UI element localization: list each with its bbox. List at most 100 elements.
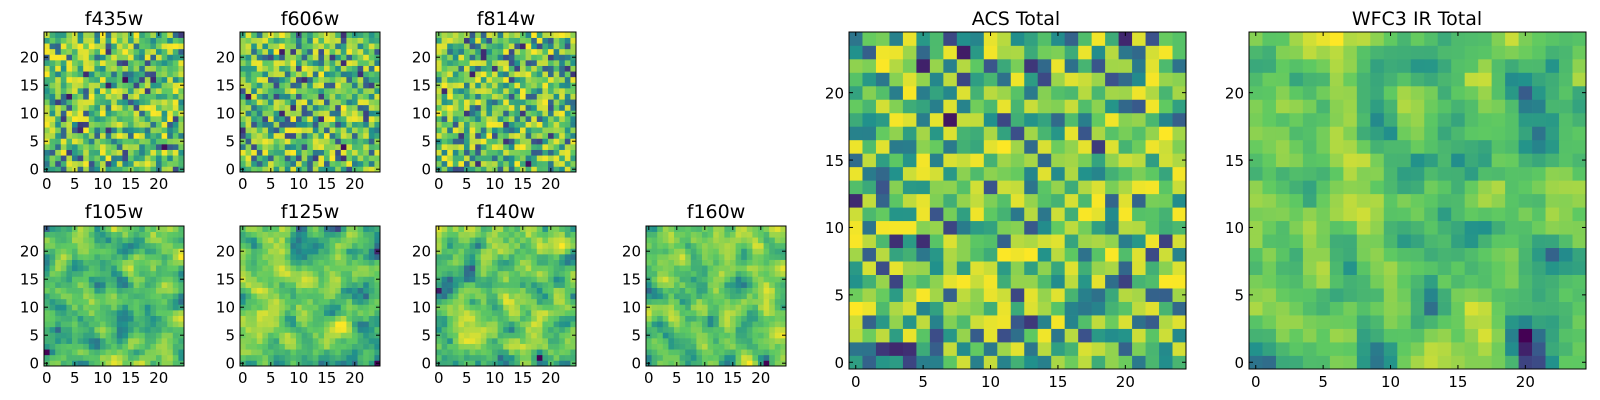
heatmap-cell (49, 354, 56, 361)
heatmap-cell (956, 207, 971, 222)
heatmap-cell (133, 338, 140, 344)
heatmap-cell (718, 343, 725, 350)
heatmap-cell (161, 332, 168, 339)
heatmap-cell (542, 99, 549, 106)
heatmap-cell (357, 54, 364, 61)
heatmap-cell (357, 265, 364, 272)
heatmap-cell (458, 349, 465, 356)
heatmap-cell (66, 270, 73, 277)
heatmap-cell (486, 127, 493, 134)
heatmap-cell (144, 276, 151, 283)
heatmap-cell (83, 99, 90, 106)
heatmap-cell (172, 265, 179, 272)
heatmap-cell (548, 65, 554, 72)
heatmap-cell (284, 37, 291, 44)
heatmap-cell (60, 282, 67, 288)
heatmap-cell (251, 270, 258, 277)
heatmap-cell (1159, 274, 1173, 289)
heatmap-cell (564, 76, 571, 83)
heatmap-cell (111, 144, 118, 150)
heatmap-cell (469, 37, 476, 44)
heatmap-cell (475, 88, 482, 94)
heatmap-cell (290, 304, 297, 311)
heatmap-cell (49, 71, 56, 78)
heatmap-cell (514, 310, 521, 316)
heatmap-cell (436, 265, 442, 272)
heatmap-cell (503, 248, 510, 255)
heatmap-cell (273, 276, 280, 283)
heatmap-cell (436, 127, 442, 134)
heatmap-cell (492, 293, 498, 300)
heatmap-cell (508, 304, 515, 311)
heatmap-cell (553, 259, 560, 266)
heatmap-cell (1159, 247, 1173, 262)
heatmap-cell (240, 93, 246, 100)
heatmap-cell (514, 32, 521, 38)
heatmap-cell (713, 248, 720, 255)
heatmap-cell (357, 293, 364, 300)
heatmap-cell (307, 231, 314, 238)
heatmap-cell (436, 259, 442, 266)
title-f140w: f140w (477, 201, 536, 223)
heatmap-cell (357, 43, 364, 50)
heatmap-cell (284, 71, 291, 78)
heatmap-cell (447, 242, 454, 249)
heatmap-cell (763, 332, 770, 339)
heatmap-cell (77, 54, 84, 61)
heatmap-cell (150, 104, 157, 111)
heatmap-cell (72, 127, 78, 134)
heatmap-cell (763, 231, 770, 238)
heatmap-cell (564, 65, 571, 72)
heatmap-cell (357, 82, 364, 89)
heatmap-cell (352, 88, 358, 94)
heatmap-cell (674, 354, 680, 361)
heatmap-cell (128, 254, 134, 260)
heatmap-cell (324, 43, 330, 50)
heatmap-cell (128, 282, 134, 288)
heatmap-cell (335, 259, 342, 266)
heatmap-cell (60, 248, 67, 255)
heatmap-cell (284, 60, 291, 66)
heatmap-cell (105, 293, 112, 300)
heatmap-cell (60, 54, 67, 61)
heatmap-cell (324, 160, 330, 167)
heatmap-cell (956, 247, 971, 262)
heatmap-cell (564, 104, 571, 111)
heatmap-cell (111, 298, 118, 305)
heatmap-cell (340, 298, 347, 305)
heatmap-cell (447, 138, 454, 145)
heatmap-cell (662, 248, 669, 255)
heatmap-cell (458, 321, 465, 328)
heatmap-cell (240, 265, 246, 272)
heatmap-cell (514, 160, 521, 167)
heatmap-cell (368, 287, 375, 294)
heatmap-cell (156, 48, 162, 55)
heatmap-cell (72, 354, 78, 361)
heatmap-cell (172, 270, 179, 277)
heatmap-cell (752, 321, 759, 328)
heatmap-cell (525, 160, 532, 167)
heatmap-cell (497, 360, 504, 367)
heatmap-cell (564, 54, 571, 61)
heatmap-cell (542, 265, 549, 272)
heatmap-cell (172, 237, 179, 244)
heatmap-cell (156, 310, 162, 316)
heatmap-cell (452, 104, 459, 111)
heatmap-cell (284, 88, 291, 94)
heatmap-cell (1132, 207, 1146, 222)
heatmap-cell (713, 338, 720, 344)
heatmap-cell (357, 88, 364, 94)
heatmap-cell (902, 328, 917, 343)
heatmap-cell (564, 354, 571, 361)
heatmap-cell (570, 37, 577, 44)
heatmap-cell (464, 231, 470, 238)
heatmap-cell (49, 104, 56, 111)
heatmap-cell (447, 127, 454, 134)
heatmap-cell (44, 155, 50, 162)
heatmap-cell (1172, 288, 1187, 302)
heatmap-cell (497, 321, 504, 328)
heatmap-cell (122, 155, 129, 162)
heatmap-cell (514, 116, 521, 122)
heatmap-cell (167, 293, 174, 300)
heatmap-cell (741, 276, 748, 283)
